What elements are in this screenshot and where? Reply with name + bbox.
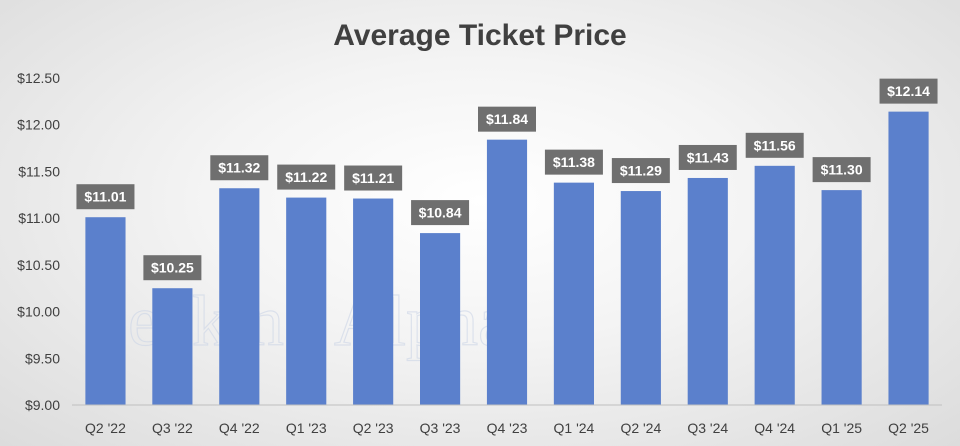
chart-title: Average Ticket Price [333, 19, 627, 52]
data-label-text: $12.14 [887, 83, 930, 99]
data-labels: $11.01 $10.25 $11.32 $11.22 $11.21 $10.84 $11.… [76, 78, 938, 281]
data-label-text: $11.32 [218, 160, 260, 176]
data-label-text: $10.25 [151, 260, 194, 276]
data-label: $11.21 [344, 165, 403, 191]
data-label-text: $11.56 [754, 137, 796, 153]
y-tick-label: $10.00 [17, 304, 60, 320]
data-label-text: $11.30 [821, 162, 863, 178]
data-label-box [277, 164, 336, 190]
bar [821, 190, 862, 405]
bar [152, 288, 193, 405]
x-tick-label: Q2 '25 [888, 420, 929, 436]
data-label-text: $11.43 [687, 149, 729, 165]
x-tick-label: Q1 '25 [821, 420, 862, 436]
data-label-text: $11.22 [285, 169, 327, 185]
bar [687, 177, 728, 405]
bar [620, 191, 661, 405]
y-tick-label: $10.50 [17, 257, 60, 273]
y-tick-label: $11.00 [18, 210, 60, 226]
data-label-box [143, 255, 202, 281]
data-label-box [411, 200, 470, 226]
y-tick-label: $9.50 [25, 350, 60, 366]
data-label-box [611, 158, 670, 184]
data-label-text: $10.84 [419, 205, 462, 221]
y-axis: $9.00 $9.50 $10.00 $10.50 $11.00 $11.50 $12.00… [17, 70, 60, 413]
x-tick-label: Q2 '24 [620, 420, 661, 436]
data-label-box [210, 155, 269, 181]
bar [85, 217, 126, 405]
data-label: $11.43 [678, 144, 737, 170]
x-tick-label: Q3 '22 [152, 420, 193, 436]
data-label: $11.38 [544, 149, 603, 175]
bar [754, 165, 795, 405]
data-label: $11.01 [76, 184, 135, 210]
y-tick-label: $11.50 [18, 163, 60, 179]
x-axis: Q2 '22 Q3 '22 Q4 '22 Q1 '23 Q2 '23 Q3 '23 Q4 '… [72, 404, 942, 436]
x-tick-label: Q2 '23 [353, 420, 394, 436]
data-label: $10.84 [411, 200, 470, 226]
data-label: $10.25 [143, 255, 202, 281]
y-tick-label: $12.00 [17, 117, 60, 133]
data-label-box [678, 144, 737, 170]
data-label-text: $11.84 [486, 111, 528, 127]
x-tick-label: Q1 '24 [554, 420, 595, 436]
data-label-box [745, 132, 804, 158]
data-label-text: $11.29 [620, 163, 662, 179]
data-label: $11.29 [611, 158, 670, 184]
data-label: $11.32 [210, 155, 269, 181]
data-label: $11.30 [812, 157, 871, 183]
bar [219, 188, 260, 405]
bar [888, 111, 929, 406]
bar [353, 198, 394, 405]
bar-series [85, 111, 929, 406]
data-label-box [478, 106, 536, 132]
data-label: $12.14 [879, 78, 938, 104]
x-tick-label: Q1 '23 [286, 420, 327, 436]
data-label-box [544, 149, 603, 175]
data-label-box [812, 157, 871, 183]
x-tick-label: Q2 '22 [85, 420, 126, 436]
data-label-text: $11.38 [553, 154, 595, 170]
data-label: $11.84 [478, 106, 536, 132]
x-tick-label: Q4 '24 [754, 420, 795, 436]
x-tick-label: Q3 '23 [420, 420, 461, 436]
data-label-text: $11.01 [84, 189, 126, 205]
x-tick-label: Q4 '23 [487, 420, 528, 436]
bar [553, 182, 594, 405]
x-tick-label: Q3 '24 [687, 420, 728, 436]
data-label-text: $11.21 [352, 170, 394, 186]
data-label-box [879, 78, 938, 104]
bar [286, 197, 327, 405]
data-label: $11.22 [277, 164, 336, 190]
bar [420, 233, 461, 405]
bar [486, 139, 528, 406]
data-label: $11.56 [745, 132, 804, 158]
y-tick-label: $9.00 [25, 397, 60, 413]
data-label-box [344, 165, 403, 191]
data-label-box [76, 184, 135, 210]
x-tick-label: Q4 '22 [219, 420, 260, 436]
y-tick-label: $12.50 [17, 70, 60, 86]
